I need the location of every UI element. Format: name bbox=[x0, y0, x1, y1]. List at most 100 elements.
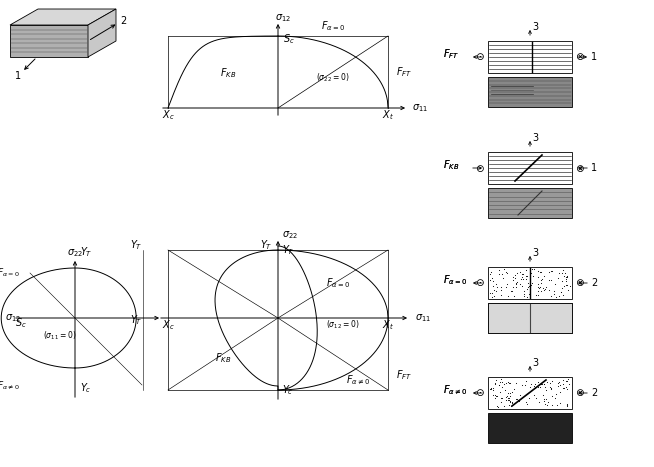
Text: $Y_T$: $Y_T$ bbox=[129, 313, 143, 327]
Point bbox=[506, 389, 517, 396]
Point bbox=[523, 283, 534, 290]
Point bbox=[549, 287, 559, 295]
Point bbox=[518, 270, 528, 277]
Point bbox=[519, 287, 529, 295]
Bar bbox=[488, 303, 572, 333]
Point bbox=[528, 272, 538, 280]
Text: $F_{\alpha=0}$: $F_{\alpha=0}$ bbox=[321, 19, 345, 33]
Text: $F_{\alpha\neq0}$: $F_{\alpha\neq0}$ bbox=[0, 379, 20, 391]
Point bbox=[515, 275, 526, 283]
Point bbox=[559, 380, 569, 388]
Point bbox=[543, 268, 554, 276]
Point bbox=[503, 389, 513, 396]
Point bbox=[487, 290, 497, 297]
Point bbox=[503, 395, 513, 402]
Point bbox=[509, 385, 519, 393]
Point bbox=[521, 275, 531, 283]
Text: $(\sigma_{22}=0)$: $(\sigma_{22}=0)$ bbox=[317, 72, 350, 84]
Point bbox=[518, 290, 528, 298]
Point bbox=[485, 276, 496, 284]
Point bbox=[523, 279, 533, 286]
Point bbox=[511, 278, 522, 285]
Point bbox=[562, 386, 572, 393]
Point bbox=[538, 391, 548, 399]
Point bbox=[561, 273, 572, 281]
Point bbox=[550, 281, 560, 288]
Point bbox=[505, 398, 515, 406]
Point bbox=[555, 382, 565, 389]
Point bbox=[489, 292, 499, 299]
Point bbox=[508, 276, 519, 284]
Point bbox=[496, 379, 507, 386]
Point bbox=[547, 401, 557, 408]
Text: $(\sigma_{12}=0)$: $(\sigma_{12}=0)$ bbox=[326, 319, 360, 331]
Bar bbox=[488, 77, 572, 107]
Point bbox=[543, 399, 553, 406]
Point bbox=[504, 389, 515, 397]
Point bbox=[512, 395, 523, 403]
Point bbox=[490, 395, 501, 402]
Point bbox=[496, 283, 506, 290]
Point bbox=[490, 287, 501, 295]
Point bbox=[507, 399, 517, 406]
Point bbox=[492, 402, 502, 410]
Point bbox=[532, 383, 543, 391]
Point bbox=[553, 378, 564, 385]
Bar bbox=[488, 152, 572, 184]
Point bbox=[494, 270, 504, 277]
Point bbox=[496, 286, 506, 293]
Point bbox=[522, 285, 532, 292]
Point bbox=[551, 390, 561, 398]
Point bbox=[517, 270, 528, 278]
Text: $X_c$: $X_c$ bbox=[162, 318, 175, 332]
Point bbox=[526, 280, 537, 287]
Point bbox=[540, 285, 551, 293]
Point bbox=[540, 386, 551, 394]
Point bbox=[508, 284, 518, 291]
Bar bbox=[488, 188, 572, 218]
Point bbox=[515, 269, 525, 276]
Point bbox=[547, 377, 557, 385]
Point bbox=[532, 292, 543, 299]
Point bbox=[559, 385, 570, 392]
Bar bbox=[488, 413, 572, 443]
Point bbox=[546, 276, 557, 283]
Point bbox=[487, 384, 498, 392]
Text: $F_{FT}$: $F_{FT}$ bbox=[443, 47, 459, 61]
Point bbox=[562, 281, 572, 289]
Point bbox=[502, 280, 512, 287]
Point bbox=[530, 291, 541, 298]
Point bbox=[558, 267, 568, 274]
Point bbox=[561, 272, 572, 280]
Point bbox=[521, 401, 532, 408]
Point bbox=[534, 284, 544, 292]
Point bbox=[509, 292, 519, 300]
Point bbox=[562, 401, 572, 409]
Point bbox=[556, 289, 566, 296]
Point bbox=[535, 283, 545, 290]
Point bbox=[507, 399, 517, 406]
Text: $S_c$: $S_c$ bbox=[283, 32, 295, 46]
Text: $F_{KB}$: $F_{KB}$ bbox=[443, 158, 459, 172]
Bar bbox=[488, 267, 572, 299]
Point bbox=[504, 379, 515, 387]
Point bbox=[499, 266, 509, 273]
Point bbox=[496, 399, 506, 406]
Point bbox=[559, 283, 569, 290]
Point bbox=[514, 397, 525, 405]
Point bbox=[553, 269, 564, 277]
Point bbox=[560, 274, 571, 281]
Point bbox=[528, 382, 539, 390]
Point bbox=[524, 282, 534, 290]
Point bbox=[560, 377, 571, 385]
Text: $\sigma_{11}$: $\sigma_{11}$ bbox=[415, 312, 431, 324]
Point bbox=[511, 269, 522, 277]
Point bbox=[499, 403, 509, 410]
Point bbox=[485, 386, 496, 393]
Point bbox=[515, 391, 525, 398]
Point bbox=[540, 383, 551, 391]
Point bbox=[533, 274, 543, 281]
Text: $F_{\alpha\neq0}$: $F_{\alpha\neq0}$ bbox=[346, 373, 370, 387]
Point bbox=[490, 380, 500, 387]
Point bbox=[528, 391, 539, 398]
